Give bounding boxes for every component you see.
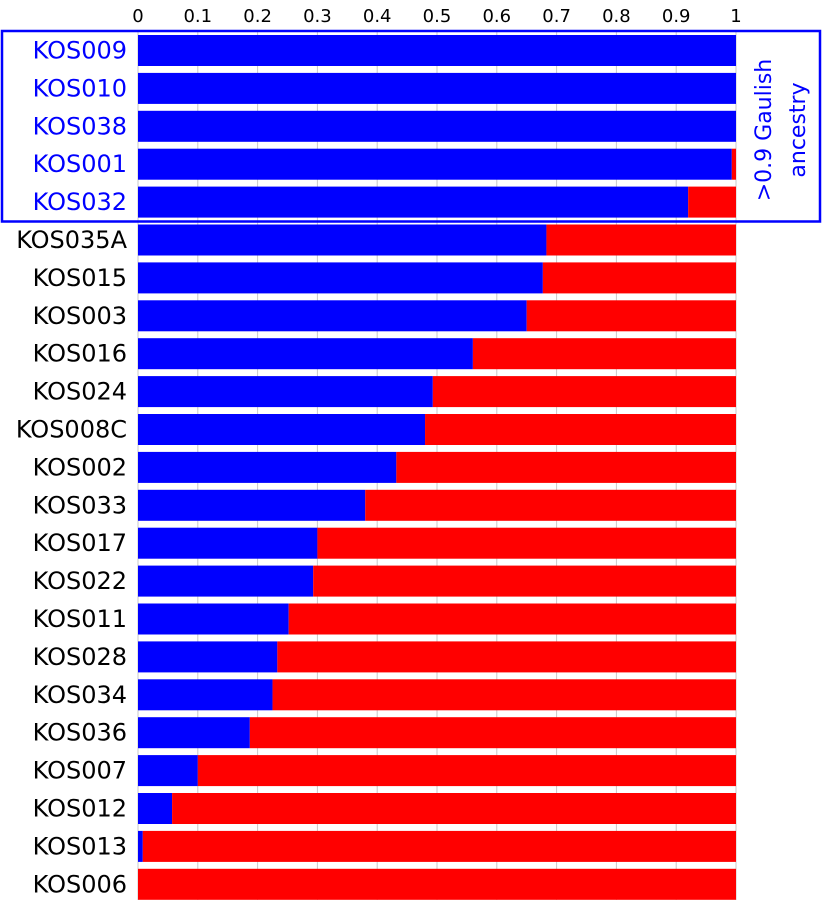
bar-segment-series-1-kos036: [138, 717, 250, 749]
category-label: KOS013: [33, 832, 127, 860]
bar-segment-series-1-kos009: [138, 35, 736, 66]
bar-segment-series-2-kos012: [172, 793, 736, 824]
bar-segment-series-2-kos032: [688, 186, 736, 218]
annotation-line-2: ancestry: [786, 82, 811, 177]
bar-segment-series-1-kos010: [138, 72, 736, 104]
category-label: KOS032: [33, 188, 127, 216]
bar-segment-series-2-kos013: [142, 830, 736, 862]
category-label: KOS036: [33, 719, 127, 747]
bar-segment-series-2-kos015: [542, 262, 736, 294]
bar-segment-series-2-kos035a: [546, 224, 736, 256]
bar-segment-series-1-kos016: [138, 338, 473, 370]
bar-segment-series-2-kos017: [317, 527, 736, 559]
bar-segment-series-1-kos011: [138, 603, 289, 635]
bar-segment-series-2-kos024: [432, 376, 736, 408]
bar-segment-series-1-kos001: [138, 148, 732, 180]
bar-segment-series-1-kos033: [138, 489, 366, 521]
bar-segment-series-2-kos028: [277, 641, 736, 673]
category-label: KOS017: [33, 529, 127, 557]
highlight-box: [0, 29, 822, 223]
x-tick-label: 0.4: [363, 6, 392, 27]
bar-segment-series-2-kos006: [138, 868, 736, 900]
x-tick-label: 0.7: [542, 6, 571, 27]
bar-segment-series-2-kos001: [731, 148, 736, 180]
category-label: KOS008C: [16, 416, 127, 444]
bar-segment-series-1-kos038: [138, 110, 736, 142]
x-tick-label: 0.2: [243, 6, 272, 27]
category-label: KOS006: [33, 870, 127, 898]
category-label: KOS022: [33, 567, 127, 595]
category-label: KOS003: [33, 302, 127, 330]
bar-segment-series-1-kos013: [138, 830, 143, 862]
bar-segment-series-2-kos036: [249, 717, 737, 749]
bar-segment-series-1-kos028: [138, 641, 278, 673]
bar-segment-series-1-kos017: [138, 527, 318, 559]
bar-segment-series-2-kos022: [313, 565, 736, 597]
x-tick-label: 0: [132, 6, 143, 27]
bar-segment-series-2-kos034: [272, 679, 736, 711]
category-label: KOS015: [33, 264, 127, 292]
annotation-line-1: >0.9 Gaulish: [752, 59, 777, 202]
category-label: KOS034: [33, 681, 127, 709]
bar-segment-series-2-kos002: [396, 451, 736, 483]
bar-segment-series-1-kos024: [138, 376, 433, 408]
bar-segment-series-1-kos002: [138, 451, 397, 483]
category-label: KOS001: [33, 150, 127, 178]
x-tick-label: 0.9: [662, 6, 691, 27]
category-label: KOS011: [33, 605, 127, 633]
bar-segment-series-1-kos008c: [138, 414, 426, 445]
x-tick-label: 0.5: [423, 6, 452, 27]
bar-segment-series-1-kos022: [138, 565, 314, 597]
x-tick-label: 0.1: [183, 6, 212, 27]
category-label: KOS038: [33, 112, 127, 140]
category-label: KOS035A: [16, 226, 127, 254]
category-label: KOS024: [33, 378, 127, 406]
category-label: KOS033: [33, 491, 127, 519]
bar-segment-series-2-kos016: [472, 338, 736, 370]
x-tick-label: 0.3: [303, 6, 332, 27]
category-labels: KOS009 KOS010 KOS038 KOS001 KOS032 KOS035A KOS…: [16, 37, 128, 899]
bar-segment-series-1-kos012: [138, 793, 173, 824]
x-tick-label: 0.6: [482, 6, 511, 27]
bar-segment-series-1-kos034: [138, 679, 273, 711]
bar-segment-series-1-kos015: [138, 262, 543, 294]
bar-segment-series-2-kos008c: [425, 414, 736, 445]
category-label: KOS016: [33, 340, 127, 368]
bar-segment-series-2-kos007: [197, 755, 737, 787]
bars: [138, 35, 737, 900]
bar-segment-series-1-kos032: [138, 186, 689, 218]
x-axis-ticks: 0 0.1 0.2 0.3 0.4 0.5 0.6 0.7 0.8 0.9 1: [132, 6, 741, 27]
category-label: KOS010: [33, 74, 127, 102]
category-label: KOS002: [33, 453, 127, 481]
x-tick-label: 1: [730, 6, 741, 27]
bar-segment-series-2-kos033: [365, 489, 736, 521]
category-label: KOS009: [33, 37, 127, 65]
bar-segment-series-1-kos007: [138, 755, 198, 787]
bar-segment-series-1-kos035a: [138, 224, 547, 256]
bar-segment-series-2-kos011: [288, 603, 736, 635]
category-label: KOS028: [33, 643, 127, 671]
bar-segment-series-1-kos003: [138, 300, 527, 332]
category-label: KOS007: [33, 757, 127, 785]
x-tick-label: 0.8: [602, 6, 631, 27]
category-label: KOS012: [33, 795, 127, 823]
bar-segment-series-2-kos003: [526, 300, 736, 332]
